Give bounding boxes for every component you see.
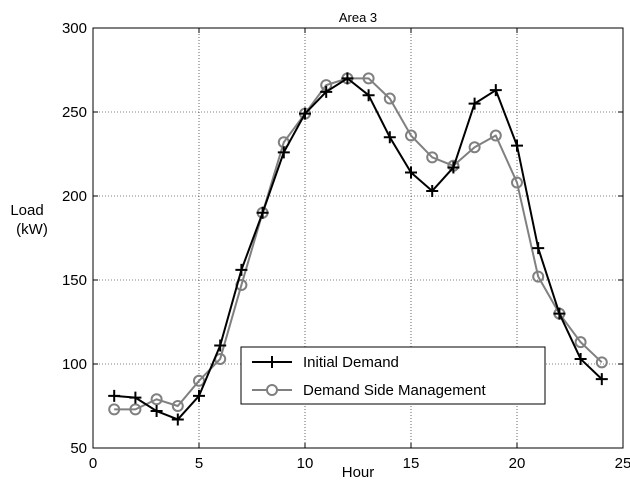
data-point [511,139,523,152]
y-tick-label: 50 [70,440,87,457]
data-point [129,403,142,416]
data-point [362,89,375,102]
legend-label-dsm: Demand Side Management [303,382,486,399]
data-point [108,389,121,402]
data-point [362,72,375,85]
y-tick-label: 250 [62,104,87,121]
x-tick-label: 15 [403,455,420,472]
x-tick-label: 20 [509,455,526,472]
data-point [532,270,545,283]
data-point [320,85,333,98]
data-point [383,92,396,105]
data-point [150,405,163,418]
data-point [150,393,163,406]
data-point [299,107,311,120]
data-point [405,129,417,142]
data-point [447,161,460,174]
legend-marker-initial-demand [266,356,278,368]
data-point [553,307,566,320]
data-point [595,356,608,369]
data-point [511,176,523,189]
legend-box [240,346,546,405]
data-point [256,206,269,219]
data-point [108,403,121,416]
data-point [214,339,227,352]
data-point [574,336,587,349]
data-point [468,141,481,154]
data-point [235,263,248,276]
data-point [426,151,439,164]
data-point [574,352,587,365]
x-tick-label: 5 [195,455,203,472]
legend: Initial Demand Demand Side Management [240,346,546,405]
data-point [489,84,502,97]
series-line [114,77,603,421]
data-point [489,129,502,142]
plot-border [92,27,624,449]
data-point [129,391,142,404]
series-initial-demand [108,72,608,426]
chart-title: Area 3 [339,10,377,25]
y-axis-label-line1: Load [10,202,43,219]
data-point [277,146,290,159]
data-point [532,242,545,255]
y-axis-label-line2: (kW) [16,221,48,238]
x-tick-label: 10 [297,455,314,472]
x-axis-label: Hour [342,464,375,481]
x-tick-label: 25 [615,455,630,472]
data-point [595,373,608,386]
y-tick-label: 300 [62,20,87,37]
legend-marker-dsm [266,384,278,396]
axis-ticks: 0 5 10 15 20 25 50 100 150 200 250 300 [62,20,630,472]
data-point [193,374,205,387]
data-point [341,72,354,85]
legend-label-initial-demand: Initial Demand [303,354,399,371]
x-tick-label: 0 [89,455,97,472]
data-point [426,184,439,197]
y-tick-label: 100 [62,356,87,373]
data-point [383,131,396,144]
data-point [468,97,481,110]
data-point [405,166,417,179]
data-point [171,413,184,426]
data-point [193,389,205,402]
data-point [171,400,184,412]
y-tick-label: 150 [62,272,87,289]
y-tick-label: 200 [62,188,87,205]
series-layer [108,72,608,426]
